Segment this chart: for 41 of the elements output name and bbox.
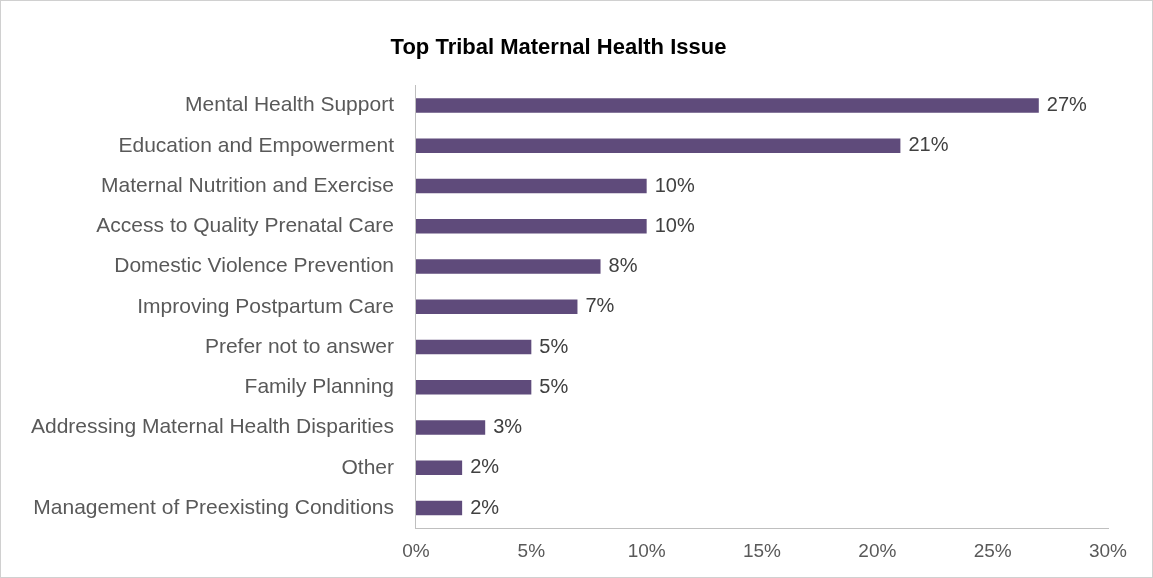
bar <box>416 98 1039 113</box>
data-label: 21% <box>908 133 949 156</box>
y-tick-label: Prefer not to answer <box>204 333 394 357</box>
x-tick-label: 20% <box>858 539 897 561</box>
data-label: 2% <box>470 455 500 478</box>
bar <box>416 339 532 355</box>
y-tick-label: Education and Empowerment <box>118 132 395 156</box>
x-tick-label: 25% <box>973 539 1012 561</box>
bar <box>416 500 463 516</box>
data-label: 10% <box>654 173 695 196</box>
y-tick-label: Maternal Nutrition and Exercise <box>101 172 394 196</box>
x-tick-label: 15% <box>742 539 782 561</box>
x-tick-label: 30% <box>1088 539 1128 561</box>
data-label: 10% <box>654 213 695 236</box>
data-label: 3% <box>493 415 523 438</box>
bar <box>416 138 901 154</box>
bar <box>416 380 532 395</box>
x-tick-label: 0% <box>402 539 430 561</box>
y-tick-label: Access to Quality Prenatal Care <box>96 213 394 237</box>
chart-title: Top Tribal Maternal Health Issue <box>390 34 727 60</box>
bar <box>416 299 578 315</box>
data-label: 5% <box>539 374 569 397</box>
data-label: 2% <box>470 495 500 518</box>
y-tick-label: Other <box>341 454 394 478</box>
y-tick-label: Domestic Violence Prevention <box>114 253 394 277</box>
data-label: 27% <box>1046 93 1088 116</box>
y-tick-label: Mental Health Support <box>185 92 395 116</box>
y-tick-label: Addressing Maternal Health Disparities <box>31 414 394 438</box>
bar <box>416 219 647 234</box>
x-tick-label: 10% <box>627 539 666 561</box>
y-tick-label: Management of Preexisting Conditions <box>33 494 394 518</box>
bar <box>416 259 601 274</box>
x-tick-label: 5% <box>517 539 546 561</box>
bar <box>416 420 486 435</box>
bar <box>416 460 463 476</box>
y-tick-label: Family Planning <box>244 374 394 398</box>
data-label: 7% <box>585 294 615 317</box>
bar <box>416 178 647 194</box>
data-label: 8% <box>608 254 638 277</box>
y-tick-label: Improving Postpartum Care <box>137 293 394 317</box>
data-label: 5% <box>539 334 569 357</box>
